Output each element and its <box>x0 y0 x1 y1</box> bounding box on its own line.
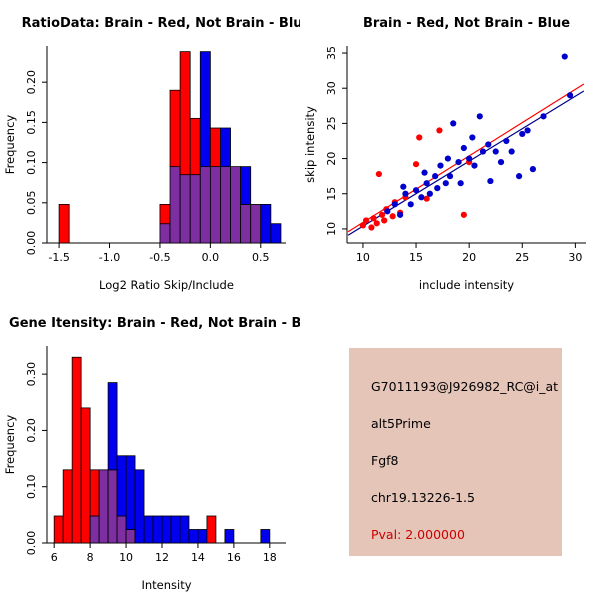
ratio-histogram-panel: RatioData: Brain - Red, Not Brain - Blue… <box>3 16 300 292</box>
svg-text:0.20: 0.20 <box>25 70 38 95</box>
splice-type-text: alt5Prime <box>371 416 431 431</box>
svg-text:6: 6 <box>51 551 58 564</box>
svg-text:RatioData: Brain - Red, Not Br: RatioData: Brain - Red, Not Brain - Blue <box>22 16 300 31</box>
svg-text:12: 12 <box>155 551 169 564</box>
probe-id-text: G7011193@J926982_RC@i_at <box>371 379 559 394</box>
svg-text:skip intensity: skip intensity <box>303 106 317 183</box>
gene-intensity-histogram-panel: Gene Itensity: Brain - Red, Not Brain - … <box>3 316 300 592</box>
svg-text:0.00: 0.00 <box>25 231 38 256</box>
svg-text:-1.0: -1.0 <box>99 251 120 264</box>
svg-text:0.15: 0.15 <box>25 110 38 135</box>
svg-text:10: 10 <box>325 222 338 236</box>
svg-text:0.20: 0.20 <box>25 418 38 443</box>
svg-text:0.0: 0.0 <box>202 251 220 264</box>
pval-text: Pval: 2.000000 <box>371 527 465 542</box>
svg-text:Frequency: Frequency <box>3 415 17 475</box>
gene-symbol-text: Fgf8 <box>371 453 399 468</box>
svg-text:0.00: 0.00 <box>25 531 38 556</box>
svg-text:16: 16 <box>227 551 241 564</box>
svg-text:18: 18 <box>263 551 277 564</box>
svg-text:14: 14 <box>191 551 205 564</box>
svg-text:Gene Itensity: Brain - Red, No: Gene Itensity: Brain - Red, Not Brain - … <box>9 316 300 331</box>
svg-text:-1.5: -1.5 <box>48 251 69 264</box>
svg-text:0.10: 0.10 <box>25 474 38 499</box>
svg-text:30: 30 <box>568 251 582 264</box>
svg-text:0.05: 0.05 <box>25 191 38 216</box>
svg-text:0.30: 0.30 <box>25 362 38 387</box>
svg-text:-0.5: -0.5 <box>149 251 170 264</box>
svg-text:10: 10 <box>119 551 133 564</box>
svg-text:10: 10 <box>356 251 370 264</box>
svg-text:35: 35 <box>325 46 338 60</box>
svg-text:25: 25 <box>325 116 338 130</box>
svg-text:8: 8 <box>87 551 94 564</box>
svg-text:Log2 Ratio Skip/Include: Log2 Ratio Skip/Include <box>99 278 234 292</box>
intensity-scatter-panel: Brain - Red, Not Brain - Blue 10 15 20 25 30 1… <box>303 16 586 292</box>
svg-text:Brain - Red, Not Brain - Blue: Brain - Red, Not Brain - Blue <box>363 16 570 31</box>
svg-text:20: 20 <box>462 251 476 264</box>
locus-text: chr19.13226-1.5 <box>371 490 475 505</box>
svg-text:15: 15 <box>325 187 338 201</box>
svg-text:20: 20 <box>325 152 338 166</box>
svg-text:0.5: 0.5 <box>252 251 270 264</box>
svg-text:0.10: 0.10 <box>25 150 38 175</box>
svg-text:Frequency: Frequency <box>3 115 17 175</box>
svg-text:30: 30 <box>325 81 338 95</box>
svg-text:Intensity: Intensity <box>141 578 191 592</box>
svg-text:include intensity: include intensity <box>419 278 514 292</box>
svg-text:15: 15 <box>409 251 423 264</box>
svg-text:25: 25 <box>515 251 529 264</box>
gene-info-panel: G7011193@J926982_RC@i_at alt5Prime Fgf8 … <box>349 348 562 556</box>
